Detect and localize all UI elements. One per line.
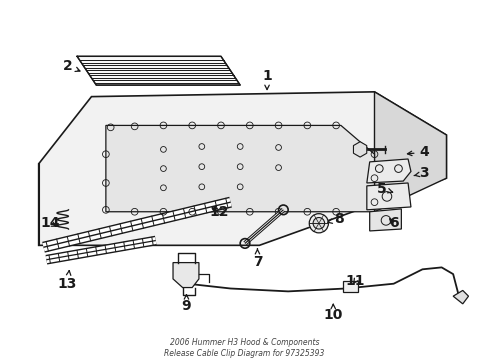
Text: 14: 14 [41, 216, 60, 230]
FancyBboxPatch shape [342, 281, 357, 292]
Text: 6: 6 [388, 216, 398, 230]
Polygon shape [106, 125, 374, 212]
Circle shape [308, 214, 328, 233]
Text: 5: 5 [377, 182, 392, 196]
Polygon shape [366, 159, 410, 183]
Polygon shape [366, 183, 410, 210]
Text: 7: 7 [252, 249, 262, 269]
Text: 11: 11 [345, 274, 365, 288]
Text: 9: 9 [181, 295, 191, 313]
Text: 2006 Hummer H3 Hood & Components
Release Cable Clip Diagram for 97325393: 2006 Hummer H3 Hood & Components Release… [164, 338, 324, 358]
Text: 1: 1 [262, 68, 271, 90]
Text: 4: 4 [407, 145, 428, 159]
Polygon shape [452, 291, 468, 304]
Text: 10: 10 [323, 304, 342, 322]
Text: 13: 13 [58, 271, 77, 291]
Circle shape [312, 217, 324, 229]
Polygon shape [369, 209, 401, 231]
Text: 12: 12 [209, 205, 228, 219]
Text: 2: 2 [62, 59, 80, 73]
Polygon shape [39, 92, 446, 245]
Text: 8: 8 [327, 212, 343, 226]
Polygon shape [77, 56, 240, 85]
Polygon shape [374, 92, 446, 212]
Polygon shape [353, 142, 366, 157]
Polygon shape [173, 262, 199, 288]
Text: 3: 3 [413, 166, 428, 180]
